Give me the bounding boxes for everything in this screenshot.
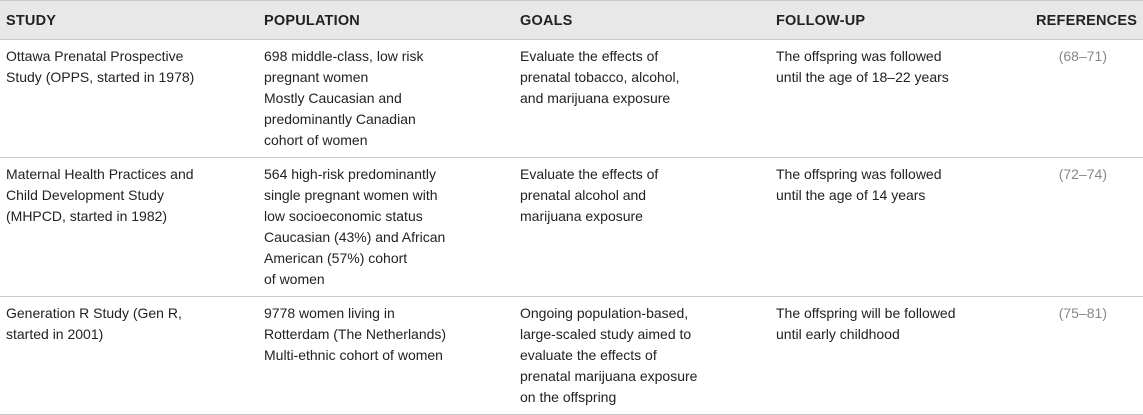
references-cell[interactable]: (68–71) xyxy=(1030,39,1143,158)
population-line: of women xyxy=(264,271,325,287)
header-population: POPULATION xyxy=(258,0,514,40)
population-line: low socioeconomic status xyxy=(264,208,423,224)
follow-up-line: The offspring was followed xyxy=(776,166,942,182)
table-row: Maternal Health Practices and Child Deve… xyxy=(0,157,1143,297)
follow-up-line: until the age of 14 years xyxy=(776,187,926,203)
goals-line: and marijuana exposure xyxy=(520,90,671,106)
table-row: Generation R Study (Gen R, started in 20… xyxy=(0,296,1143,415)
goals-line: Ongoing population-based, xyxy=(520,305,689,321)
follow-up-line: until the age of 18–22 years xyxy=(776,69,949,85)
header-follow-up: FOLLOW-UP xyxy=(770,0,1030,40)
study-cell: Maternal Health Practices and Child Deve… xyxy=(0,157,258,297)
population-line: pregnant women xyxy=(264,69,369,85)
study-cell: Generation R Study (Gen R, started in 20… xyxy=(0,296,258,415)
header-row: STUDY POPULATION GOALS FOLLOW-UP REFEREN… xyxy=(0,0,1143,40)
population-line: 698 middle-class, low risk xyxy=(264,48,424,64)
study-line: Study (OPPS, started in 1978) xyxy=(6,69,195,85)
population-cell: 564 high-risk predominantly single pregn… xyxy=(258,157,514,297)
goals-line: Evaluate the effects of xyxy=(520,48,659,64)
goals-line: large-scaled study aimed to xyxy=(520,326,692,342)
header-study: STUDY xyxy=(0,0,258,40)
study-line: started in 2001) xyxy=(6,326,104,342)
population-line: Caucasian (43%) and African xyxy=(264,229,446,245)
references-cell[interactable]: (75–81) xyxy=(1030,296,1143,415)
follow-up-cell: The offspring will be followed until ear… xyxy=(770,296,1030,415)
follow-up-cell: The offspring was followed until the age… xyxy=(770,157,1030,297)
follow-up-line: The offspring will be followed xyxy=(776,305,956,321)
follow-up-line: The offspring was followed xyxy=(776,48,942,64)
population-line: American (57%) cohort xyxy=(264,250,408,266)
study-cell: Ottawa Prenatal Prospective Study (OPPS,… xyxy=(0,39,258,158)
goals-line: Evaluate the effects of xyxy=(520,166,659,182)
population-line: single pregnant women with xyxy=(264,187,438,203)
table-row: Ottawa Prenatal Prospective Study (OPPS,… xyxy=(0,39,1143,158)
population-line: 9778 women living in xyxy=(264,305,395,321)
study-line: Child Development Study xyxy=(6,187,164,203)
header-references: REFERENCES xyxy=(1030,0,1143,40)
population-line: Multi-ethnic cohort of women xyxy=(264,347,443,363)
goals-line: prenatal tobacco, alcohol, xyxy=(520,69,680,85)
population-cell: 9778 women living in Rotterdam (The Neth… xyxy=(258,296,514,415)
population-line: Rotterdam (The Netherlands) xyxy=(264,326,447,342)
study-line: (MHPCD, started in 1982) xyxy=(6,208,168,224)
study-line: Ottawa Prenatal Prospective xyxy=(6,48,184,64)
study-line: Maternal Health Practices and xyxy=(6,166,194,182)
goals-line: evaluate the effects of xyxy=(520,347,657,363)
follow-up-line: until early childhood xyxy=(776,326,900,342)
goals-cell: Evaluate the effects of prenatal alcohol… xyxy=(514,157,770,297)
goals-line: prenatal alcohol and xyxy=(520,187,647,203)
population-line: predominantly Canadian xyxy=(264,111,416,127)
goals-cell: Evaluate the effects of prenatal tobacco… xyxy=(514,39,770,158)
goals-cell: Ongoing population-based, large-scaled s… xyxy=(514,296,770,415)
population-line: cohort of women xyxy=(264,132,368,148)
population-line: 564 high-risk predominantly xyxy=(264,166,436,182)
references-cell[interactable]: (72–74) xyxy=(1030,157,1143,297)
goals-line: on the offspring xyxy=(520,389,617,405)
header-goals: GOALS xyxy=(514,0,770,40)
follow-up-cell: The offspring was followed until the age… xyxy=(770,39,1030,158)
goals-line: marijuana exposure xyxy=(520,208,643,224)
study-line: Generation R Study (Gen R, xyxy=(6,305,182,321)
goals-line: prenatal marijuana exposure xyxy=(520,368,698,384)
population-line: Mostly Caucasian and xyxy=(264,90,402,106)
population-cell: 698 middle-class, low risk pregnant wome… xyxy=(258,39,514,158)
